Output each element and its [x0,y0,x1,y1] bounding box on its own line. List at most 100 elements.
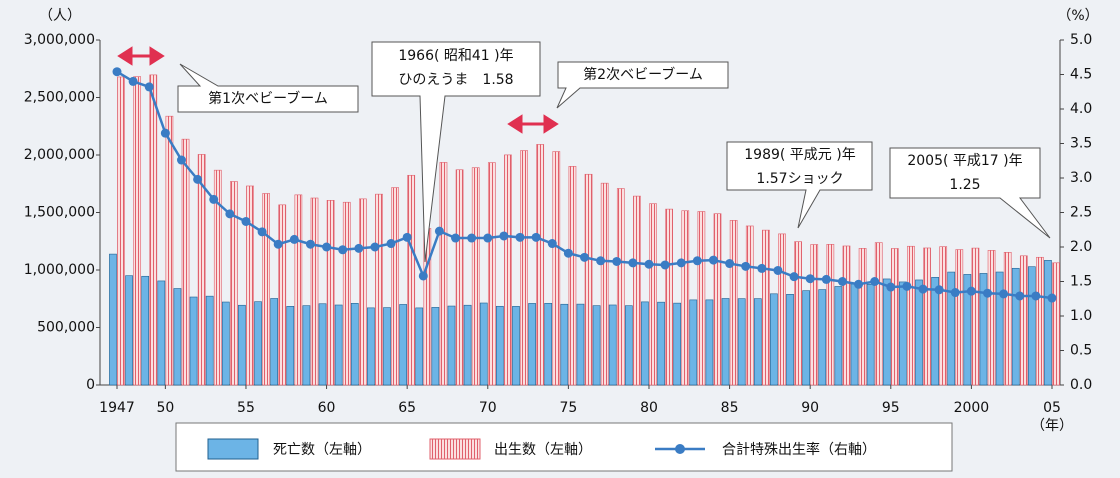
point [1015,291,1025,301]
bar [1044,260,1052,386]
bar [947,271,956,386]
x-tick-label: 65 [398,400,416,416]
point [225,209,235,219]
bar [697,211,706,386]
point [725,259,735,269]
annotation: 1.25 [949,177,980,193]
bar [576,303,585,386]
bar [592,305,601,386]
bar [681,210,690,386]
point [999,289,1009,299]
bar [826,244,835,386]
y2-tick-label: 5.0 [1070,32,1092,48]
bar [439,162,448,386]
point [209,194,219,204]
bar [205,295,214,386]
y-tick-label: 2,500,000 [24,90,95,106]
point [580,252,589,262]
point [644,259,654,269]
y-tick-label: 2,000,000 [24,147,95,163]
point [983,288,993,298]
bar [842,245,851,386]
bar [197,154,206,386]
x-tick-label: 1947 [99,400,135,416]
point [112,67,122,77]
point [773,265,783,275]
point [418,271,428,281]
bar [818,289,827,386]
bar [1052,262,1060,386]
bar [657,301,665,386]
bar [318,303,327,386]
legend-swatch [207,438,259,460]
bar [157,280,166,386]
bar [117,76,125,386]
point [305,239,315,249]
bar [504,154,512,386]
bar [890,248,899,386]
annotation: ひのえうま 1.58 [398,72,513,88]
bar [342,201,351,386]
bar [399,304,407,386]
bar [721,298,730,386]
annotation: 1.57ショック [756,171,843,187]
bar [133,76,142,386]
point [805,274,815,284]
bar [907,245,915,386]
bar [899,281,907,386]
callouts [177,41,1051,263]
point [193,174,203,184]
bar [383,307,391,386]
point [563,248,573,258]
y2-tick-label: 1.0 [1070,308,1092,324]
bar [350,303,359,386]
bar [633,195,641,386]
bar [246,185,254,386]
x-tick-label: 75 [559,400,577,416]
bar [568,166,577,386]
point [451,233,461,243]
bar [1036,256,1044,386]
bar [415,307,424,386]
point [467,233,477,243]
bar [528,303,536,386]
bar [866,283,875,386]
bar [254,301,262,386]
y2-tick-label: 4.0 [1070,101,1092,117]
y-tick-label: 1,500,000 [24,205,95,221]
point [402,232,412,242]
y2-axis-unit: （%） [1057,8,1098,24]
point [692,256,702,266]
bar [447,305,456,386]
bar [729,220,738,386]
point [676,258,686,268]
bar [616,188,625,386]
annotation: 第2次ベビーブーム [583,66,703,83]
point [144,82,154,92]
bar [1027,266,1036,386]
bar [141,275,150,386]
bar [600,182,609,386]
bar [737,298,746,386]
bar [479,302,488,386]
point [612,256,622,266]
bar [512,306,520,386]
bar [745,225,754,386]
point [966,286,976,296]
point [950,288,960,298]
bar [165,115,174,386]
annotation: 2005( 平成17 )年 [907,153,1022,169]
bar [455,169,464,386]
bar [471,167,480,386]
bar [979,273,988,386]
annotation: 1966( 昭和41 )年 [398,48,513,64]
bar [971,247,980,386]
bar [181,138,190,386]
bar [995,271,1004,386]
bar [858,248,867,386]
bar [641,301,649,386]
point [1031,291,1041,301]
point [1047,293,1057,303]
bar [673,302,682,386]
bar [931,277,939,386]
